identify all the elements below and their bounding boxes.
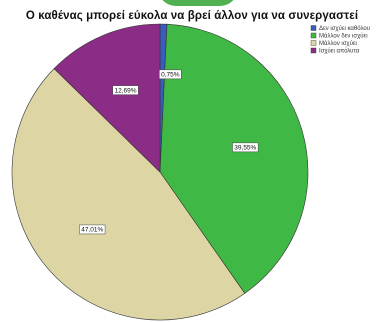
pie-label-0: 0,75% <box>161 72 180 79</box>
pie-label-box-3 <box>112 85 139 95</box>
chart-title: Ο καθένας μπορεί εύκολα να βρεί άλλον γι… <box>25 10 359 22</box>
pie-slice-1 <box>159 23 309 294</box>
pie-label-2: 47,01% <box>81 227 103 234</box>
pie-label-box-2 <box>79 224 106 235</box>
pie-slice-2 <box>11 68 246 321</box>
legend-label-3: Ισχύει απόλυτα <box>319 48 360 55</box>
pie-label-3: 12,69% <box>115 87 137 94</box>
legend-swatch-0 <box>310 25 317 31</box>
legend-swatch-1 <box>310 32 317 39</box>
pie-slices <box>11 23 309 321</box>
pie-label-box-1 <box>232 142 259 153</box>
header-decoration <box>158 0 238 6</box>
pie-labels: 0,75% 39,55% 47,01% 12,69% <box>79 69 259 235</box>
pie-slice-3 <box>53 23 161 173</box>
legend-label-1: Μάλλον δεν ισχύει <box>319 33 368 40</box>
legend-label-0: Δεν ισχύει καθόλου <box>319 25 370 32</box>
pie-label-1: 39,55% <box>234 145 256 152</box>
legend-swatch-2 <box>310 40 317 46</box>
legend-label-2: Μάλλον ισχύει <box>319 40 358 47</box>
legend-swatch-3 <box>310 47 317 54</box>
pie-label-box-0 <box>159 69 182 80</box>
